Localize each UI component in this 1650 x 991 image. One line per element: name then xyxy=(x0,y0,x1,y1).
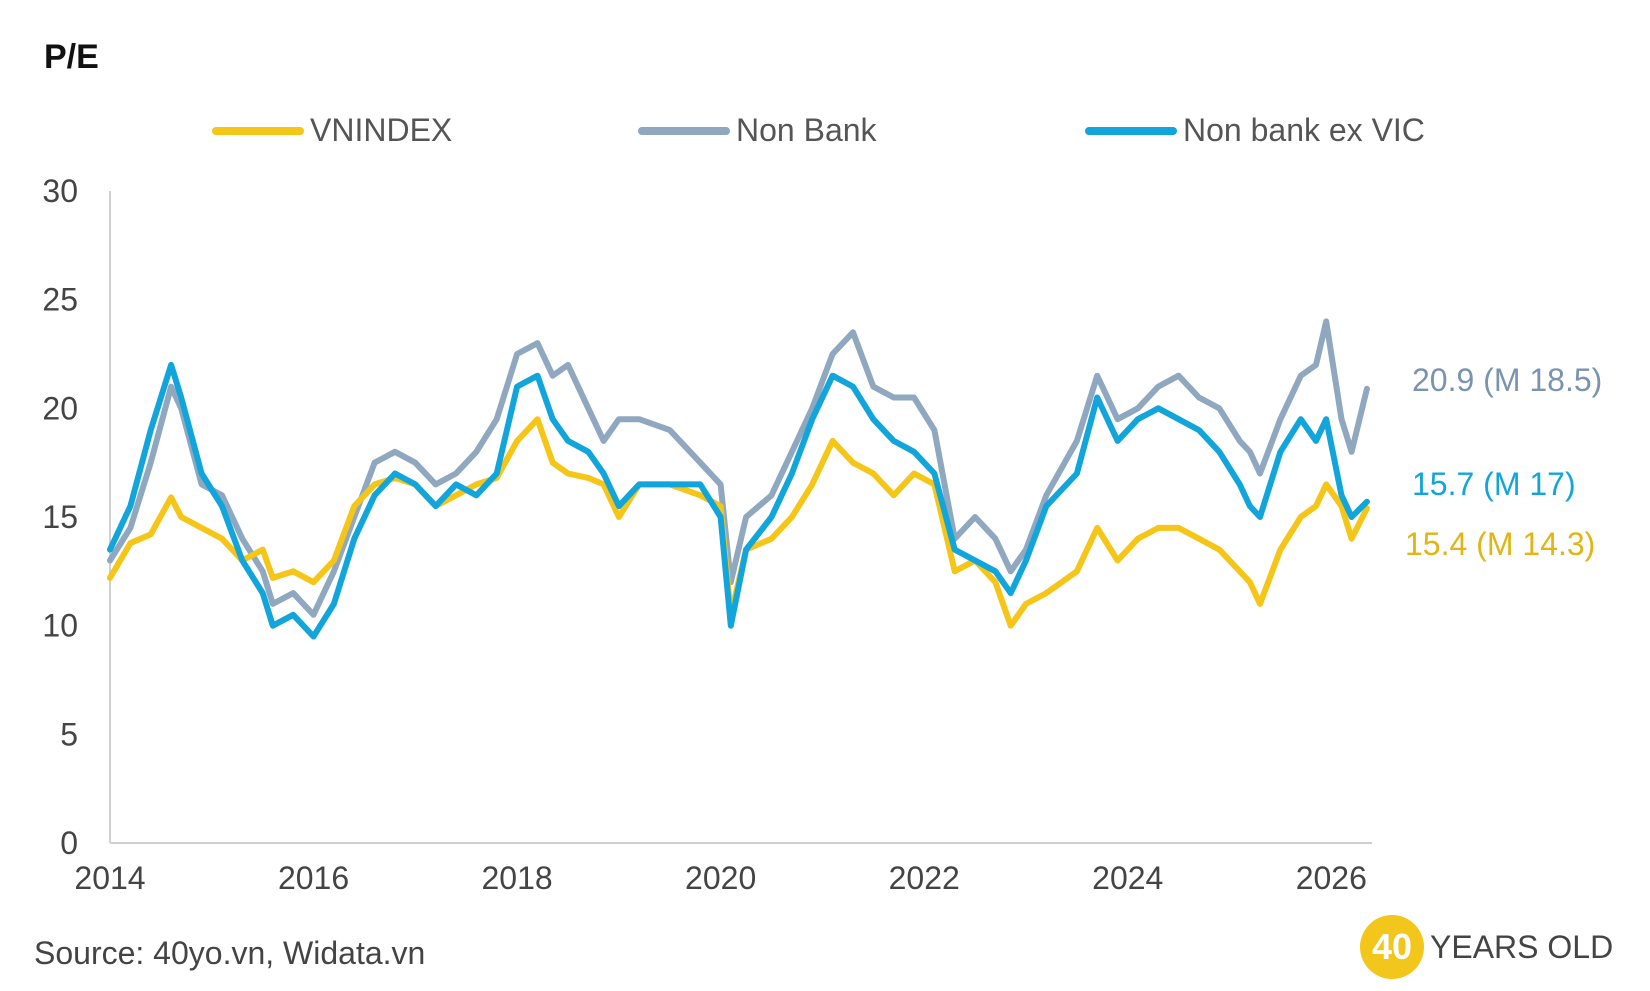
logo-text: YEARS OLD xyxy=(1430,928,1614,965)
source-note: Source: 40yo.vn, Widata.vn xyxy=(34,935,426,971)
chart-end-labels: 15.4 (M 14.3) 20.9 (M 18.5) 15.7 (M 17) xyxy=(1405,362,1602,562)
chart-series xyxy=(107,318,1370,640)
end-label-non-bank: 20.9 (M 18.5) xyxy=(1412,362,1602,398)
x-tick-label: 2020 xyxy=(685,860,756,896)
y-tick-label: 25 xyxy=(42,282,78,318)
logo: 40 YEARS OLD xyxy=(1360,915,1613,979)
chart-axes: 0 5 10 15 20 25 30 2014 2016 2018 2020 2022 2024 2026 xyxy=(42,173,1372,896)
series-line-non-bank-ex-vic xyxy=(107,361,1370,640)
legend-label-non-bank-ex-vic: Non bank ex VIC xyxy=(1183,112,1425,148)
legend-swatch-vnindex xyxy=(212,126,304,135)
x-tick-label: 2018 xyxy=(482,860,553,896)
legend-item-non-bank-ex-vic: Non bank ex VIC xyxy=(1085,112,1425,149)
legend-label-vnindex: VNINDEX xyxy=(310,112,453,148)
legend-item-vnindex: VNINDEX xyxy=(212,112,452,149)
y-tick-label: 0 xyxy=(60,825,78,861)
legend-item-non-bank: Non Bank xyxy=(638,112,877,149)
legend-swatch-non-bank xyxy=(638,126,730,135)
y-tick-label: 5 xyxy=(60,716,78,752)
x-tick-label: 2026 xyxy=(1296,860,1367,896)
legend-label-non-bank: Non Bank xyxy=(736,112,877,148)
x-tick-label: 2014 xyxy=(74,860,145,896)
series-line-non-bank xyxy=(107,318,1370,618)
end-label-non-bank-ex-vic: 15.7 (M 17) xyxy=(1412,466,1576,502)
x-tick-label: 2016 xyxy=(278,860,349,896)
x-tick-label: 2022 xyxy=(889,860,960,896)
end-label-vnindex: 15.4 (M 14.3) xyxy=(1405,526,1595,562)
y-tick-label: 20 xyxy=(42,390,78,426)
y-tick-label: 15 xyxy=(42,499,78,535)
chart-legend: VNINDEX Non Bank Non bank ex VIC xyxy=(0,112,1650,162)
y-tick-label: 30 xyxy=(42,173,78,209)
chart-title: P/E xyxy=(44,38,99,76)
legend-swatch-non-bank-ex-vic xyxy=(1085,126,1177,135)
logo-badge: 40 xyxy=(1360,915,1424,979)
y-tick-label: 10 xyxy=(42,608,78,644)
x-tick-label: 2024 xyxy=(1092,860,1163,896)
